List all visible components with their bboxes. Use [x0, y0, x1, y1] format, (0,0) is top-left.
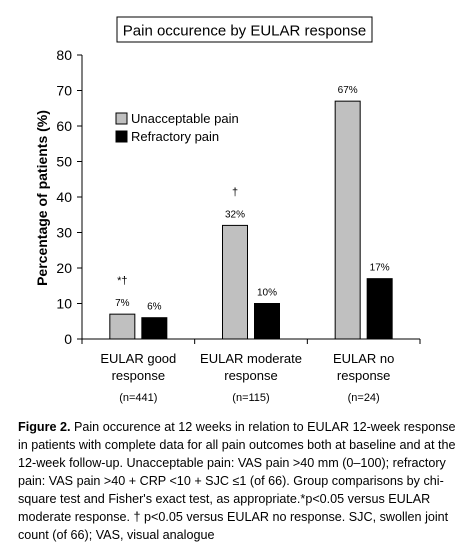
x-axis: EULAR good response (n=441) EULAR moderate r… — [81, 338, 421, 404]
y-axis-label: Percentage of patients (%) — [34, 110, 50, 286]
bar — [141, 317, 168, 340]
caption-label: Figure 2. — [18, 420, 71, 434]
chart-title: Pain occurence by EULAR response — [123, 23, 366, 40]
data-label: 67% — [338, 85, 358, 96]
data-label: 17% — [370, 263, 390, 274]
legend-swatch-unacceptable-pain — [115, 112, 128, 125]
y-axis: 0 10 20 30 40 50 60 70 80 — [56, 47, 83, 347]
y-tick-label: 0 — [64, 331, 72, 347]
data-label: 7% — [115, 298, 130, 309]
y-tick-label: 60 — [56, 118, 72, 134]
data-label: 6% — [147, 302, 162, 313]
y-tick-label: 30 — [56, 225, 72, 241]
x-category-label-line2: response — [337, 368, 390, 383]
caption-text: Pain occurence at 12 weeks in relation t… — [18, 420, 456, 542]
y-tick-label: 10 — [56, 296, 72, 312]
x-category-label-line2: response — [224, 368, 277, 383]
legend-swatch-refractory-pain — [115, 130, 128, 143]
x-category-n: (n=115) — [232, 392, 269, 404]
y-tick-label: 50 — [56, 154, 72, 170]
y-tick-label: 80 — [56, 47, 72, 63]
x-category-label: EULAR moderate — [200, 351, 302, 366]
x-category-n: (n=24) — [348, 392, 380, 404]
bar-chart: Pain occurence by EULAR response Percent… — [34, 16, 421, 404]
bars: 7% 6% *† 32% 10% † 67% 17% — [109, 85, 393, 340]
legend-label-refractory-pain: Refractory pain — [131, 129, 219, 144]
x-category-label: EULAR good — [100, 351, 176, 366]
y-tick-label: 70 — [56, 83, 72, 99]
significance-marker: *† — [117, 275, 127, 287]
title-box — [116, 16, 373, 43]
bar — [109, 313, 136, 340]
x-category-n: (n=441) — [119, 392, 157, 404]
bar — [366, 278, 393, 340]
significance-marker: † — [232, 186, 238, 198]
bar — [334, 100, 361, 340]
bar — [222, 224, 248, 340]
data-label: 32% — [225, 209, 245, 220]
y-tick-label: 20 — [56, 260, 72, 276]
data-label: 10% — [257, 288, 277, 299]
figure-caption: Figure 2. Pain occurence at 12 weeks in … — [18, 418, 464, 558]
x-category-label: EULAR no — [333, 351, 394, 366]
legend: Unacceptable pain Refractory pain — [115, 111, 239, 144]
y-tick-label: 40 — [56, 189, 72, 205]
bar — [254, 303, 280, 340]
legend-label-unacceptable-pain: Unacceptable pain — [131, 111, 239, 126]
x-category-label-line2: response — [112, 368, 165, 383]
